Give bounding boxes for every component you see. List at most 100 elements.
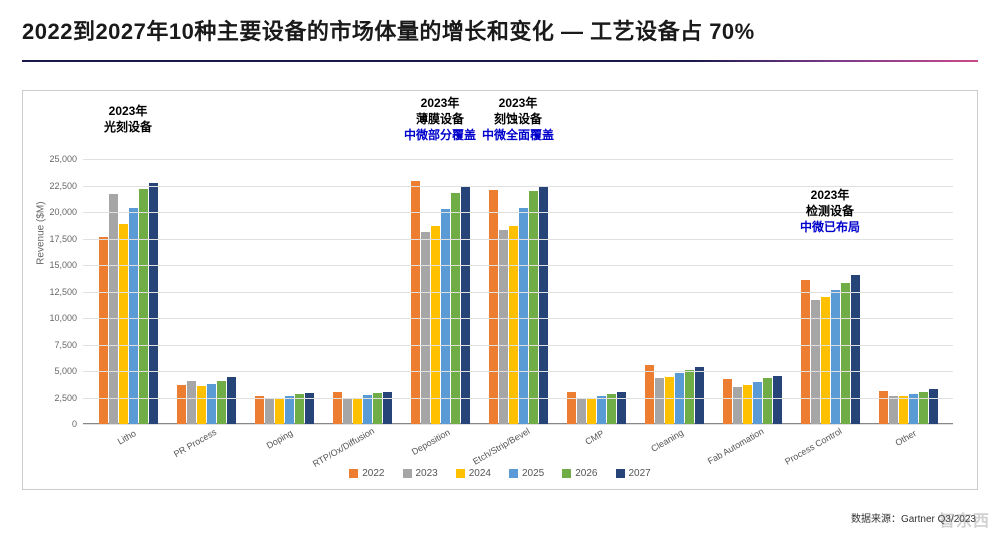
bar bbox=[753, 382, 762, 424]
bar bbox=[411, 181, 420, 424]
bar bbox=[607, 394, 616, 424]
y-tick-label: 2,500 bbox=[54, 393, 77, 403]
y-tick-label: 25,000 bbox=[49, 154, 77, 164]
grid-line bbox=[83, 239, 953, 240]
bar bbox=[587, 399, 596, 424]
legend-label: 2025 bbox=[522, 468, 544, 479]
grid-line bbox=[83, 159, 953, 160]
legend-swatch bbox=[562, 469, 571, 478]
bar bbox=[343, 398, 352, 425]
legend-label: 2024 bbox=[469, 468, 491, 479]
bar bbox=[675, 373, 684, 424]
title-underline bbox=[22, 60, 978, 62]
y-tick-label: 7,500 bbox=[54, 340, 77, 350]
bar bbox=[197, 386, 206, 424]
bar bbox=[255, 396, 264, 424]
bar bbox=[519, 208, 528, 424]
legend-item: 2024 bbox=[456, 468, 491, 479]
grid-line bbox=[83, 292, 953, 293]
x-tick-label: Process Control bbox=[783, 426, 843, 467]
bar bbox=[139, 189, 148, 424]
bar bbox=[187, 381, 196, 424]
bar bbox=[129, 208, 138, 424]
chart-annotation: 2023年薄膜设备中微部分覆盖 bbox=[404, 95, 476, 144]
legend-label: 2026 bbox=[575, 468, 597, 479]
bar bbox=[509, 226, 518, 424]
grid-line bbox=[83, 398, 953, 399]
grid-line bbox=[83, 318, 953, 319]
grid-line bbox=[83, 265, 953, 266]
bar bbox=[295, 394, 304, 424]
bar bbox=[577, 399, 586, 424]
bar bbox=[207, 384, 216, 424]
bar bbox=[441, 209, 450, 424]
grid-line bbox=[83, 345, 953, 346]
chart-annotation: 2023年光刻设备 bbox=[104, 103, 152, 135]
y-tick-label: 10,000 bbox=[49, 313, 77, 323]
bar bbox=[665, 377, 674, 424]
bar bbox=[461, 187, 470, 424]
bar bbox=[489, 190, 498, 424]
bar bbox=[841, 283, 850, 424]
bar bbox=[217, 381, 226, 424]
x-tick-label: Other bbox=[893, 428, 917, 448]
bar bbox=[929, 389, 938, 424]
bar bbox=[909, 394, 918, 424]
chart-legend: 2022 2023 2024 2025 2026 2027 bbox=[23, 468, 977, 479]
y-tick-label: 0 bbox=[72, 419, 77, 429]
legend-label: 2022 bbox=[362, 468, 384, 479]
y-tick-label: 5,000 bbox=[54, 366, 77, 376]
bar bbox=[733, 387, 742, 424]
bar bbox=[353, 398, 362, 425]
x-tick-label: Doping bbox=[265, 428, 295, 451]
bar bbox=[597, 396, 606, 424]
bar bbox=[451, 193, 460, 424]
x-tick-label: Deposition bbox=[410, 427, 452, 457]
x-tick-label: CMP bbox=[583, 428, 605, 447]
legend-swatch bbox=[616, 469, 625, 478]
chart-annotation: 2023年检测设备中微已布局 bbox=[800, 187, 860, 236]
bar bbox=[889, 396, 898, 424]
watermark: 智东西 bbox=[939, 507, 990, 531]
bar bbox=[763, 378, 772, 424]
bar bbox=[831, 290, 840, 424]
bar bbox=[899, 396, 908, 424]
bar bbox=[275, 399, 284, 424]
chart-container: Revenue ($M) Litho PR Process Doping RTP/Ox… bbox=[22, 90, 978, 490]
legend-swatch bbox=[349, 469, 358, 478]
y-tick-label: 15,000 bbox=[49, 260, 77, 270]
bar bbox=[119, 224, 128, 424]
bar bbox=[539, 186, 548, 425]
x-tick-label: RTP/Ox/Diffusion bbox=[311, 426, 376, 469]
bar bbox=[773, 376, 782, 424]
bar bbox=[265, 399, 274, 424]
bar bbox=[109, 194, 118, 424]
bar bbox=[149, 183, 158, 424]
bar bbox=[851, 275, 860, 424]
x-tick-label: Fab Automation bbox=[706, 426, 766, 466]
bar bbox=[723, 379, 732, 424]
bar bbox=[695, 367, 704, 424]
bar bbox=[421, 232, 430, 424]
y-tick-label: 22,500 bbox=[49, 181, 77, 191]
page-title: 2022到2027年10种主要设备的市场体量的增长和变化 — 工艺设备占 70% bbox=[22, 14, 978, 46]
grid-line bbox=[83, 371, 953, 372]
bar bbox=[177, 385, 186, 424]
bar bbox=[645, 365, 654, 424]
legend-item: 2026 bbox=[562, 468, 597, 479]
bar bbox=[431, 226, 440, 424]
bar bbox=[743, 385, 752, 424]
legend-swatch bbox=[403, 469, 412, 478]
x-tick-label: Litho bbox=[116, 428, 138, 446]
legend-label: 2023 bbox=[416, 468, 438, 479]
x-tick-label: PR Process bbox=[172, 427, 218, 459]
bar bbox=[363, 395, 372, 424]
legend-item: 2027 bbox=[616, 468, 651, 479]
chart-annotation: 2023年刻蚀设备中微全面覆盖 bbox=[482, 95, 554, 144]
legend-swatch bbox=[456, 469, 465, 478]
y-axis-title: Revenue ($M) bbox=[36, 201, 47, 264]
y-tick-label: 20,000 bbox=[49, 207, 77, 217]
y-tick-label: 17,500 bbox=[49, 234, 77, 244]
legend-item: 2022 bbox=[349, 468, 384, 479]
x-tick-label: Cleaning bbox=[649, 427, 685, 453]
